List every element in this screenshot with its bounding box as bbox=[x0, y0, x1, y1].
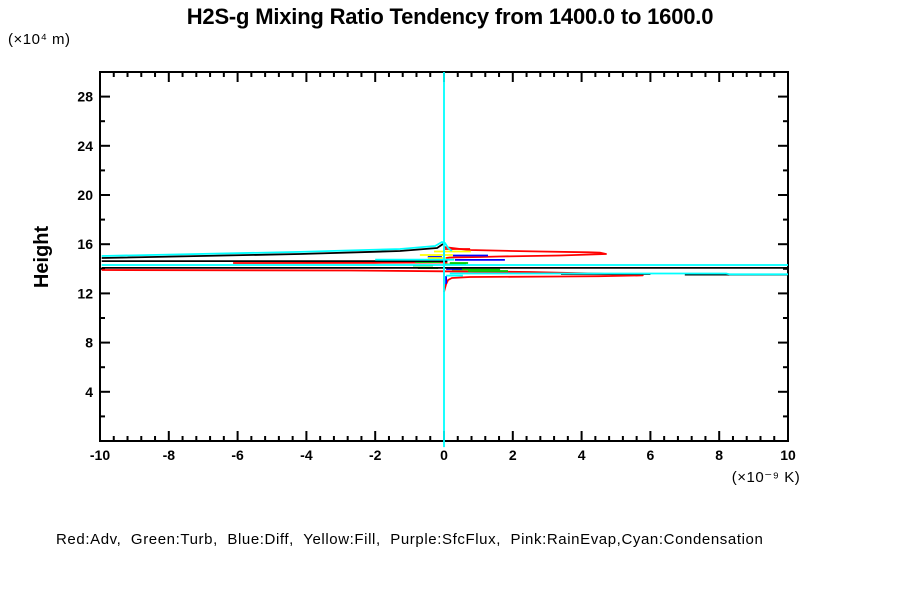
x-tick-label: -8 bbox=[163, 447, 176, 463]
x-axis-tick-labels: -10 -8 -6 -4 -2 0 2 4 6 8 10 bbox=[90, 447, 796, 463]
y-tick-label: 4 bbox=[85, 384, 93, 400]
y-tick-label: 8 bbox=[85, 335, 93, 351]
y-axis-tick-labels: 4 8 12 16 20 24 28 bbox=[77, 89, 93, 400]
legend-text: Red:Adv, Green:Turb, Blue:Diff, Yellow:F… bbox=[56, 531, 764, 548]
y-tick-label: 20 bbox=[77, 187, 93, 203]
x-tick-label: 4 bbox=[578, 447, 586, 463]
y-tick-label: 28 bbox=[77, 89, 93, 105]
x-axis-unit-label: (×10⁻⁹ K) bbox=[731, 469, 801, 486]
x-tick-label: -6 bbox=[231, 447, 244, 463]
y-tick-label: 16 bbox=[77, 236, 93, 252]
series-fill bbox=[419, 250, 471, 259]
x-tick-label: 2 bbox=[509, 447, 517, 463]
x-tick-label: 10 bbox=[780, 447, 796, 463]
y-tick-label: 12 bbox=[77, 285, 93, 301]
series-diff bbox=[427, 254, 505, 285]
x-tick-label: -10 bbox=[90, 447, 110, 463]
y-tick-label: 24 bbox=[77, 138, 93, 154]
x-tick-label: -2 bbox=[369, 447, 382, 463]
chart-title: H2S-g Mixing Ratio Tendency from 1400.0 … bbox=[186, 4, 714, 29]
x-tick-label: 0 bbox=[440, 447, 448, 463]
x-axis-ticks bbox=[99, 72, 789, 441]
x-tick-label: 8 bbox=[715, 447, 723, 463]
x-tick-label: 6 bbox=[647, 447, 655, 463]
y-axis-unit-label: (×10⁴ m) bbox=[8, 31, 71, 48]
y-axis-ticks bbox=[100, 71, 788, 418]
x-tick-label: -4 bbox=[300, 447, 313, 463]
series-condensation bbox=[101, 72, 788, 448]
